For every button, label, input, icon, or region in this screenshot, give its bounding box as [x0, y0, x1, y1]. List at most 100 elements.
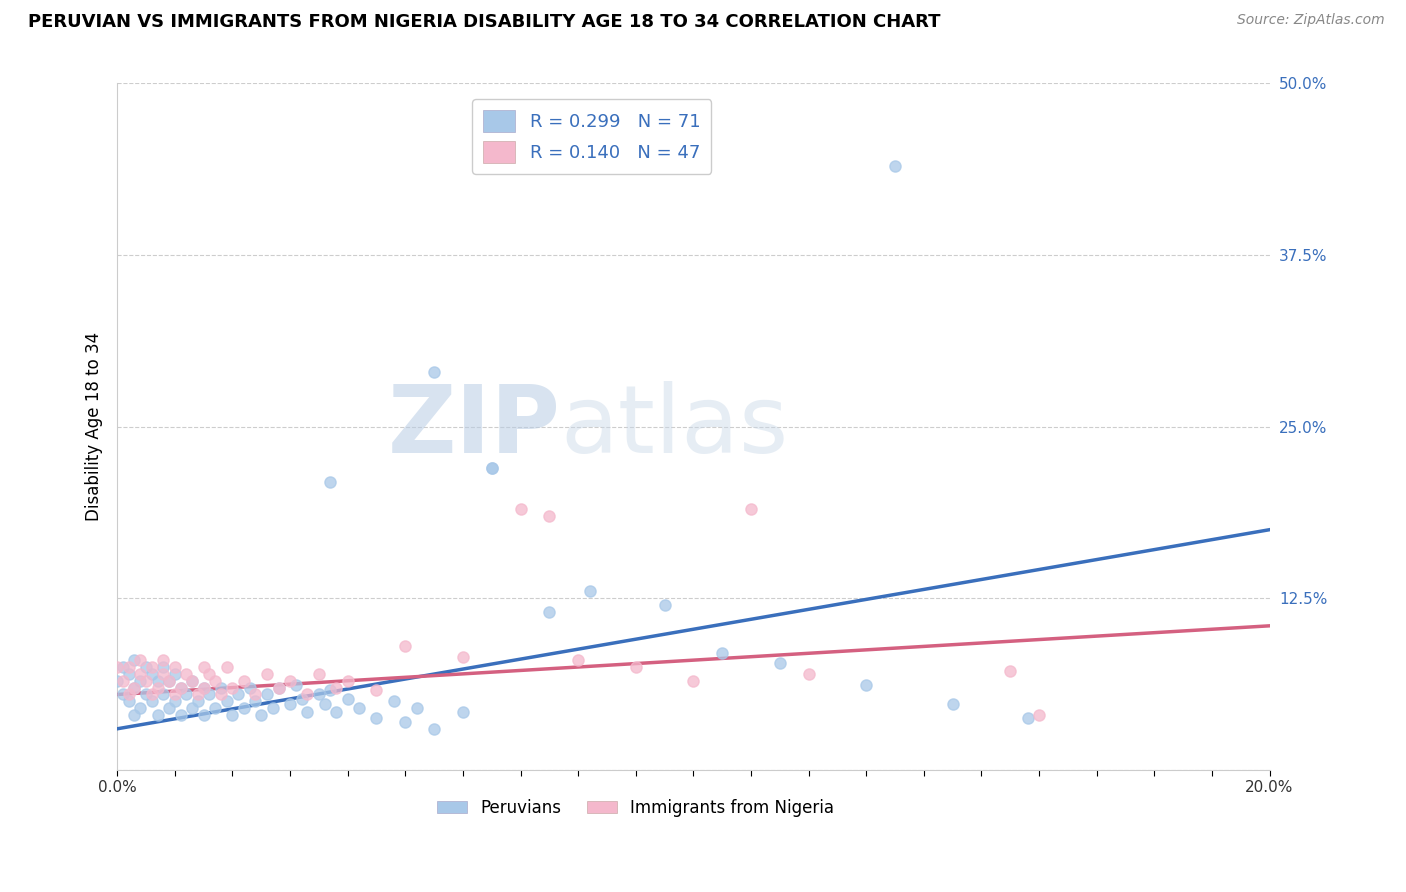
- Point: [245, 688, 267, 702]
- Point: [176, 688, 198, 702]
- Point: [682, 673, 704, 688]
- Point: [187, 688, 209, 702]
- Point: [1028, 708, 1050, 723]
- Point: [152, 653, 174, 667]
- Point: [215, 660, 238, 674]
- Point: [297, 706, 319, 720]
- Point: [233, 673, 256, 688]
- Point: [239, 681, 262, 695]
- Point: [366, 711, 388, 725]
- Point: [308, 688, 330, 702]
- Point: [129, 673, 152, 688]
- Point: [267, 681, 290, 695]
- Point: [366, 683, 388, 698]
- Point: [336, 673, 359, 688]
- Point: [740, 502, 762, 516]
- Point: [382, 694, 405, 708]
- Point: [624, 660, 647, 674]
- Point: [169, 708, 191, 723]
- Text: PERUVIAN VS IMMIGRANTS FROM NIGERIA DISABILITY AGE 18 TO 34 CORRELATION CHART: PERUVIAN VS IMMIGRANTS FROM NIGERIA DISA…: [28, 13, 941, 31]
- Point: [129, 666, 152, 681]
- Point: [262, 701, 284, 715]
- Point: [111, 688, 134, 702]
- Point: [157, 673, 180, 688]
- Text: ZIP: ZIP: [388, 381, 561, 473]
- Point: [347, 701, 370, 715]
- Point: [325, 706, 347, 720]
- Point: [884, 159, 907, 173]
- Point: [942, 697, 965, 711]
- Point: [278, 697, 301, 711]
- Point: [181, 673, 204, 688]
- Point: [163, 688, 186, 702]
- Point: [325, 681, 347, 695]
- Text: atlas: atlas: [561, 381, 789, 473]
- Point: [297, 688, 319, 702]
- Point: [314, 697, 336, 711]
- Point: [1017, 711, 1039, 725]
- Point: [290, 691, 312, 706]
- Point: [204, 701, 226, 715]
- Point: [105, 660, 128, 674]
- Point: [226, 688, 249, 702]
- Point: [394, 640, 416, 654]
- Point: [105, 673, 128, 688]
- Point: [209, 688, 232, 702]
- Point: [141, 694, 163, 708]
- Point: [481, 461, 503, 475]
- Point: [169, 681, 191, 695]
- Point: [187, 694, 209, 708]
- Point: [538, 508, 561, 523]
- Point: [451, 650, 474, 665]
- Point: [163, 666, 186, 681]
- Point: [256, 666, 278, 681]
- Point: [221, 708, 243, 723]
- Point: [111, 660, 134, 674]
- Point: [423, 365, 446, 379]
- Legend: Peruvians, Immigrants from Nigeria: Peruvians, Immigrants from Nigeria: [430, 792, 841, 823]
- Point: [118, 660, 141, 674]
- Point: [118, 666, 141, 681]
- Point: [1000, 664, 1022, 678]
- Point: [124, 681, 146, 695]
- Point: [336, 691, 359, 706]
- Point: [135, 660, 157, 674]
- Point: [124, 681, 146, 695]
- Point: [141, 666, 163, 681]
- Point: [193, 681, 215, 695]
- Point: [405, 701, 427, 715]
- Point: [146, 681, 169, 695]
- Point: [181, 673, 204, 688]
- Point: [423, 722, 446, 736]
- Point: [181, 701, 204, 715]
- Point: [193, 660, 215, 674]
- Point: [481, 461, 503, 475]
- Point: [141, 660, 163, 674]
- Point: [256, 688, 278, 702]
- Point: [245, 694, 267, 708]
- Point: [319, 475, 342, 489]
- Point: [141, 688, 163, 702]
- Point: [567, 653, 589, 667]
- Point: [284, 678, 307, 692]
- Point: [118, 694, 141, 708]
- Point: [193, 708, 215, 723]
- Point: [319, 683, 342, 698]
- Point: [278, 673, 301, 688]
- Point: [198, 666, 221, 681]
- Point: [797, 666, 820, 681]
- Point: [152, 660, 174, 674]
- Point: [538, 605, 561, 619]
- Point: [250, 708, 273, 723]
- Point: [198, 688, 221, 702]
- Point: [157, 701, 180, 715]
- Point: [769, 656, 792, 670]
- Point: [394, 714, 416, 729]
- Point: [267, 681, 290, 695]
- Point: [451, 706, 474, 720]
- Point: [163, 694, 186, 708]
- Point: [157, 673, 180, 688]
- Y-axis label: Disability Age 18 to 34: Disability Age 18 to 34: [86, 332, 103, 521]
- Point: [152, 688, 174, 702]
- Point: [209, 681, 232, 695]
